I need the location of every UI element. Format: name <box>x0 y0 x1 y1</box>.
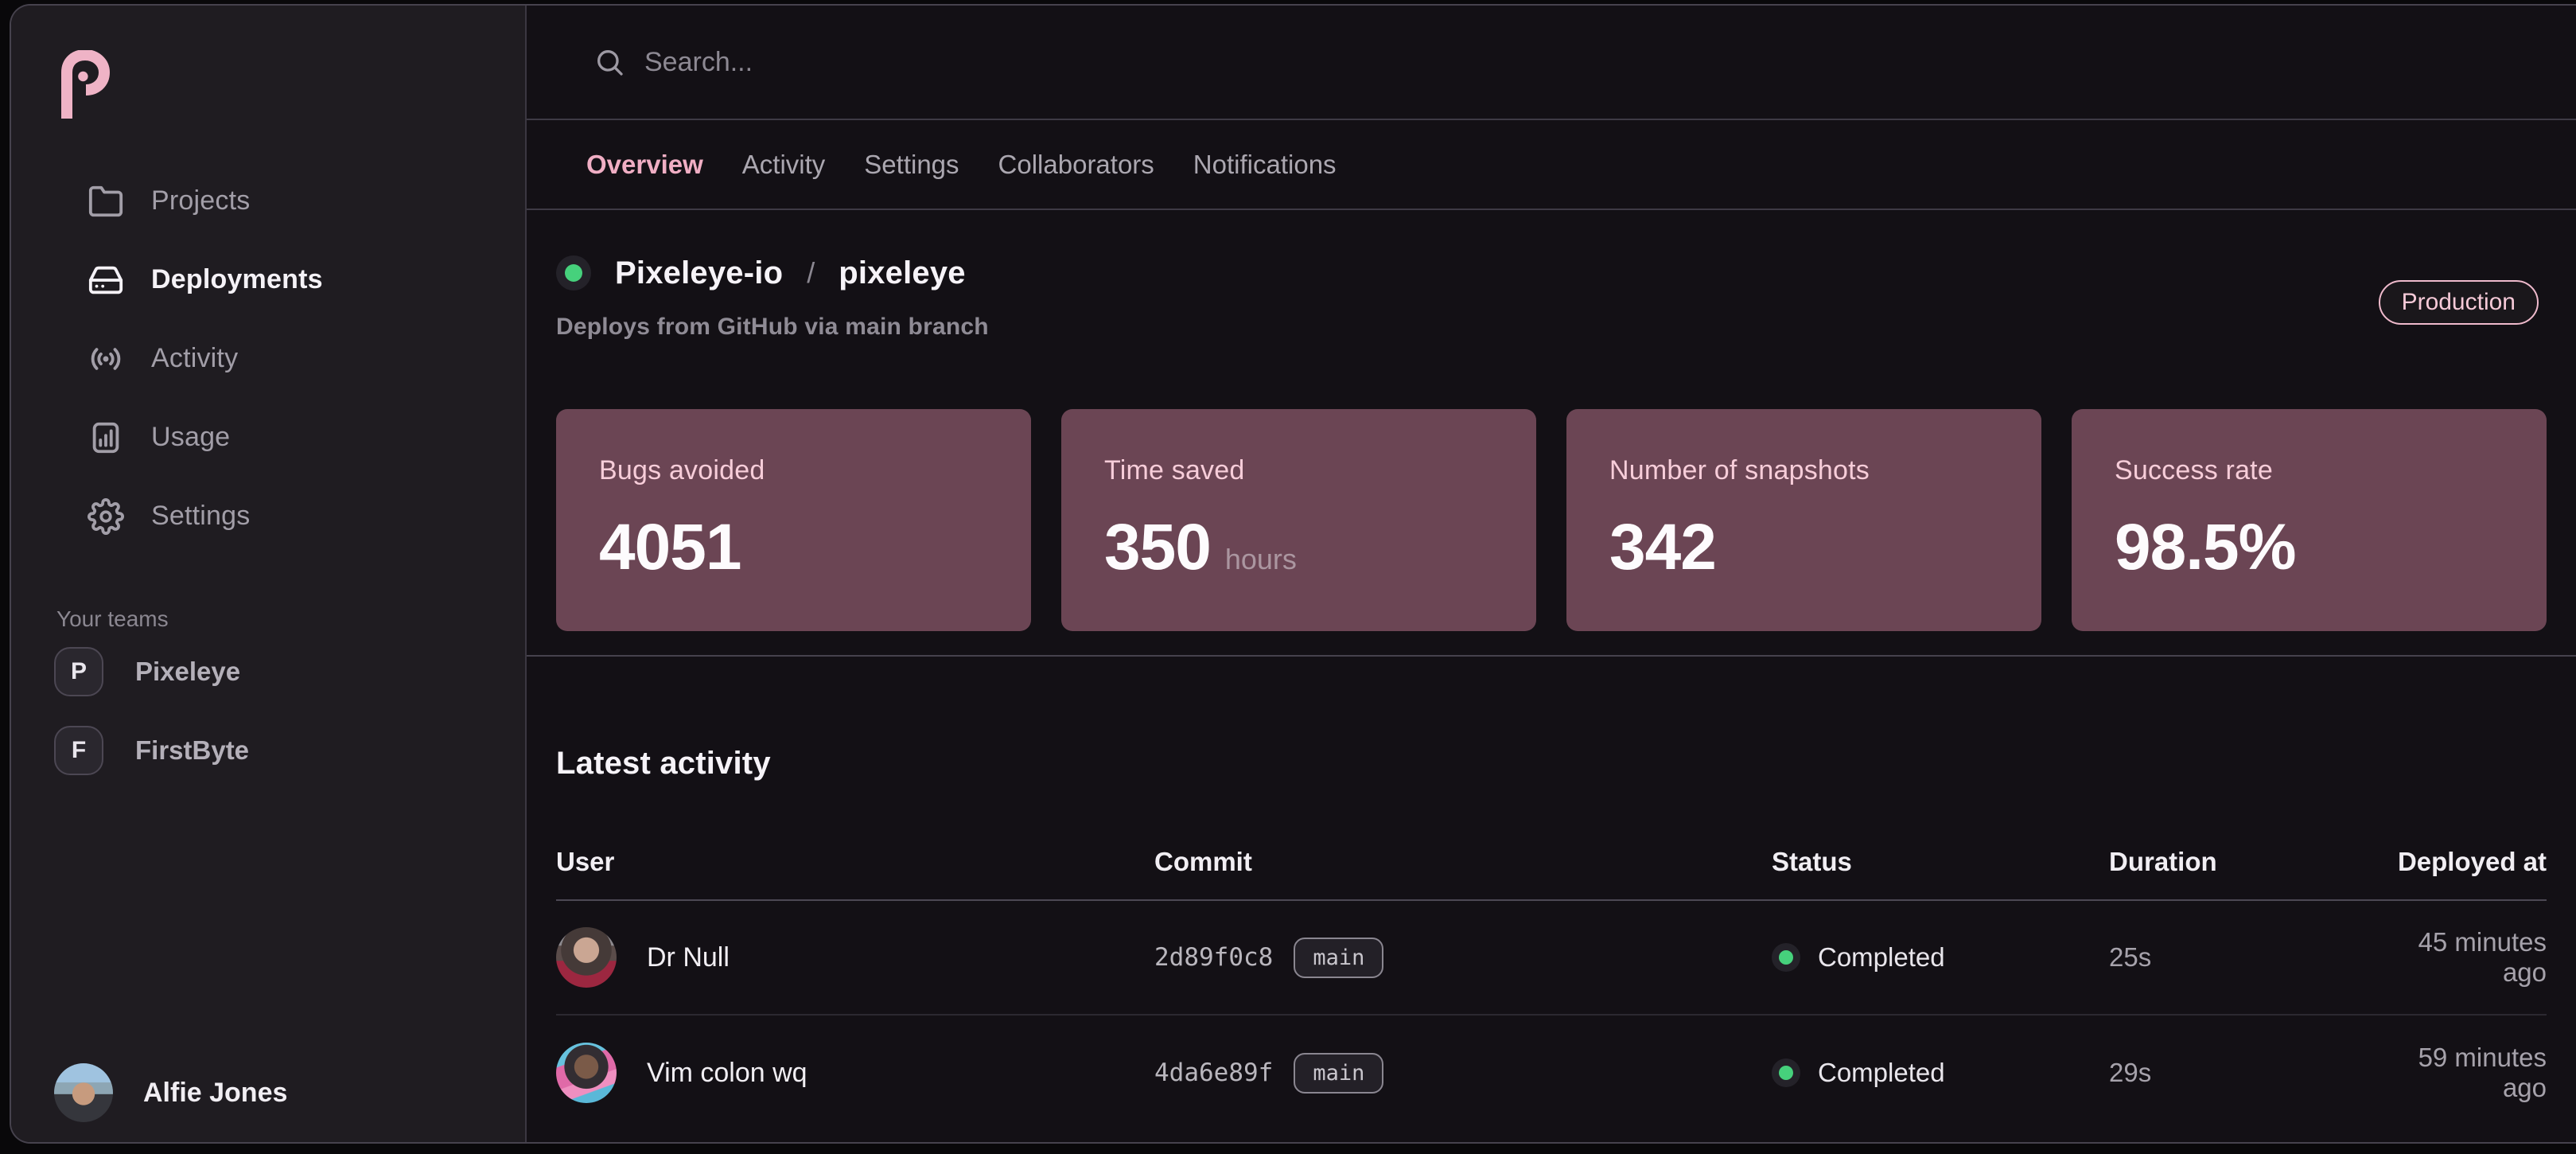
sidebar-item-deployments[interactable]: Deployments <box>11 240 525 319</box>
project-description: Deploys from GitHub via main branch <box>556 314 989 340</box>
breadcrumb: Pixeleye-io / pixeleye <box>556 253 2547 293</box>
stat-label: Bugs avoided <box>599 455 765 485</box>
gear-icon <box>88 497 124 535</box>
sidebar-item-label: Activity <box>151 343 239 373</box>
column-header-deployed-at: Deployed at <box>2397 847 2547 876</box>
sidebar-item-projects[interactable]: Projects <box>11 162 525 240</box>
sidebar-item-activity[interactable]: Activity <box>11 319 525 398</box>
stat-card-snapshots: Number of snapshots 342 <box>1566 409 2041 631</box>
column-header-user: User <box>556 847 615 876</box>
status-dot-icon <box>1772 1058 1800 1087</box>
stat-value: 342 <box>1609 511 1717 583</box>
latest-activity-section: Latest activity User Commit Status Durat… <box>527 657 2576 1130</box>
main-area: Overview Activity Settings Collaborators… <box>527 6 2576 1142</box>
project-header-section: Pixeleye-io / pixeleye Deploys from GitH… <box>527 210 2576 657</box>
hard-drive-icon <box>88 262 124 298</box>
avatar <box>556 927 617 988</box>
tab-settings[interactable]: Settings <box>864 149 959 179</box>
row-user-name: Dr Null <box>647 942 730 973</box>
stat-card-success-rate: Success rate 98.5% <box>2072 409 2547 631</box>
team-name: Pixeleye <box>135 656 241 686</box>
row-deployed-at: 45 minutes ago <box>2418 927 2547 987</box>
broadcast-icon <box>88 341 124 377</box>
table-row[interactable]: Dr Null 2d89f0c8 main Completed 25s 45 m… <box>556 901 2547 1016</box>
sidebar-item-settings[interactable]: Settings <box>11 477 525 556</box>
sidebar-item-label: Projects <box>151 185 251 216</box>
sidebar-nav: Projects Deployments Activity Usage <box>11 162 525 556</box>
team-avatar: F <box>54 725 103 775</box>
pixeleye-logo[interactable] <box>60 49 111 119</box>
stat-label: Time saved <box>1104 455 1245 485</box>
stat-card-bugs-avoided: Bugs avoided 4051 <box>556 409 1031 631</box>
user-menu-button[interactable]: Alfie Jones <box>11 1053 525 1142</box>
commit-hash: 2d89f0c8 <box>1154 943 1274 972</box>
table-row[interactable]: Vim colon wq 4da6e89f main Completed 29s… <box>556 1016 2547 1130</box>
search-icon <box>593 46 625 78</box>
stat-value: 98.5% <box>2115 511 2297 583</box>
breadcrumb-org[interactable]: Pixeleye-io <box>615 255 784 290</box>
row-user-name: Vim colon wq <box>647 1057 807 1088</box>
column-header-commit: Commit <box>1154 847 1252 876</box>
row-duration: 25s <box>2109 942 2152 972</box>
sidebar-team-pixeleye[interactable]: P Pixeleye <box>11 632 525 711</box>
stat-unit: hours <box>1224 543 1297 575</box>
stat-value: 4051 <box>599 511 741 583</box>
breadcrumb-project[interactable]: pixeleye <box>839 255 966 290</box>
sidebar-team-firstbyte[interactable]: F FirstByte <box>11 711 525 789</box>
tab-overview[interactable]: Overview <box>586 149 703 179</box>
stat-label: Number of snapshots <box>1609 455 1870 485</box>
team-name: FirstByte <box>135 735 250 765</box>
bar-chart-icon <box>88 419 124 456</box>
user-avatar <box>54 1063 113 1122</box>
status-text: Completed <box>1818 1058 1945 1087</box>
avatar <box>556 1043 617 1103</box>
user-name: Alfie Jones <box>143 1077 288 1108</box>
commit-hash: 4da6e89f <box>1154 1058 1274 1087</box>
app-window: Projects Deployments Activity Usage <box>10 4 2576 1144</box>
stats-cards: Bugs avoided 4051 Time saved 350 hours <box>556 409 2547 631</box>
sidebar-item-label: Deployments <box>151 264 323 294</box>
row-deployed-at: 59 minutes ago <box>2418 1043 2547 1102</box>
branch-badge: main <box>1294 1052 1384 1094</box>
breadcrumb-separator: / <box>807 256 815 289</box>
section-title: Latest activity <box>556 746 771 781</box>
row-duration: 29s <box>2109 1058 2152 1087</box>
table-header: User Commit Status Duration Deployed at <box>556 847 2547 901</box>
sidebar-item-label: Usage <box>151 422 231 452</box>
search-input[interactable] <box>644 46 1360 78</box>
stat-label: Success rate <box>2115 455 2273 485</box>
column-header-status: Status <box>1772 847 1852 876</box>
project-status-icon <box>556 255 591 290</box>
sidebar-item-label: Settings <box>151 501 251 531</box>
tab-bar: Overview Activity Settings Collaborators… <box>527 120 2576 210</box>
status-dot-icon <box>1772 943 1800 972</box>
folder-icon <box>88 183 124 220</box>
tab-collaborators[interactable]: Collaborators <box>998 149 1154 179</box>
branch-badge: main <box>1294 937 1384 978</box>
team-avatar: P <box>54 646 103 696</box>
teams-section-label: Your teams <box>56 606 169 631</box>
column-header-duration: Duration <box>2109 847 2217 876</box>
tab-activity[interactable]: Activity <box>741 149 826 179</box>
page-content: Pixeleye-io / pixeleye Deploys from GitH… <box>527 210 2576 1142</box>
stat-value: 350 <box>1104 511 1212 583</box>
sidebar: Projects Deployments Activity Usage <box>11 6 527 1142</box>
topbar <box>527 6 2576 120</box>
status-text: Completed <box>1818 942 1945 972</box>
stat-card-time-saved: Time saved 350 hours <box>1061 409 1536 631</box>
environment-badge: Production <box>2378 280 2539 325</box>
sidebar-item-usage[interactable]: Usage <box>11 398 525 477</box>
tab-notifications[interactable]: Notifications <box>1193 149 1337 179</box>
